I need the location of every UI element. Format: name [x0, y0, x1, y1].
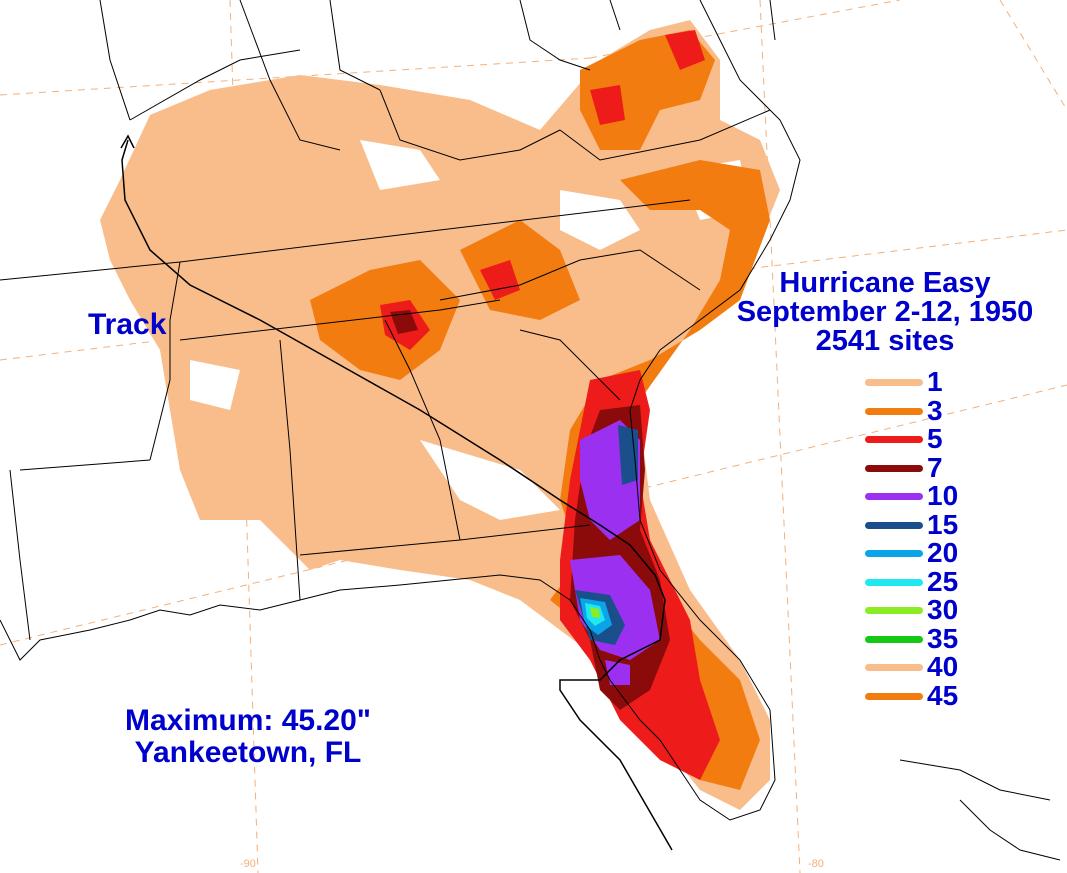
state-line [299, 524, 591, 556]
legend-item: 25 [865, 565, 985, 597]
rainfall-3in [460, 220, 580, 320]
legend-item: 10 [865, 480, 985, 511]
state-line [559, 109, 771, 161]
legend-label: 20 [927, 537, 959, 568]
legend-label: 25 [927, 565, 959, 597]
state-line [769, 0, 776, 41]
map-title-sites: 2541 sites [815, 325, 955, 357]
map-title-dates: September 2-12, 1950 [736, 296, 1034, 328]
legend-item: 1 [865, 366, 985, 397]
legend-swatch [865, 493, 923, 500]
legend-swatch [865, 464, 923, 472]
legend-swatch [865, 407, 923, 415]
rainfall-gap [190, 360, 240, 410]
legend-label: 3 [927, 394, 943, 426]
legend-label: 35 [927, 622, 959, 654]
state-line [379, 89, 561, 161]
state-line [519, 0, 591, 71]
rainfall-gap [420, 440, 560, 520]
legend-swatch [865, 379, 923, 386]
legend-item: 7 [865, 451, 985, 483]
rainfall-gap [360, 140, 440, 190]
legend-swatch [865, 692, 923, 700]
legend-item: 5 [865, 423, 985, 454]
state-line [129, 49, 301, 121]
state-line [609, 0, 621, 31]
legend-label: 1 [927, 366, 943, 397]
state-line [0, 199, 691, 281]
island-outline [959, 799, 1061, 861]
state-line [239, 0, 341, 151]
legend-item: 30 [865, 594, 985, 625]
longitude-label: -90 [240, 858, 256, 870]
rainfall-5in [590, 85, 625, 125]
legend-item: 45 [865, 679, 985, 711]
state-line [329, 0, 381, 91]
legend-item: 35 [865, 622, 985, 654]
state-line [179, 299, 501, 341]
maximum-location: Yankeetown, FL [134, 736, 362, 769]
state-line [519, 329, 621, 401]
legend-swatch [865, 436, 923, 443]
track-arrowhead [120, 134, 135, 149]
island-outline [899, 759, 1051, 801]
legend-swatch [865, 664, 923, 671]
legend-label: 40 [927, 651, 959, 682]
legend-item: 15 [865, 508, 985, 540]
legend-swatch [865, 578, 923, 586]
state-line [384, 319, 461, 541]
state-line [439, 249, 701, 301]
map-title-storm: Hurricane Easy [779, 267, 991, 299]
legend-label: 5 [927, 423, 943, 454]
state-line [9, 469, 31, 641]
state-line [19, 459, 151, 471]
rainfall-7in [390, 310, 418, 334]
gulf-coastline [0, 574, 601, 661]
legend-swatch [865, 521, 923, 529]
rainfall-gap [560, 190, 640, 250]
track-line [121, 139, 673, 851]
legend-label: 30 [927, 594, 959, 625]
rainfall-5in [665, 30, 705, 70]
atlantic-coastline [599, 0, 801, 821]
rainfall-contours [100, 20, 780, 810]
rainfall-5in [480, 260, 520, 300]
legend-label: 15 [927, 508, 959, 540]
legend-swatch [865, 635, 923, 643]
legend-swatch [865, 550, 923, 557]
legend-item: 40 [865, 651, 985, 682]
hurricane-track [120, 134, 673, 851]
legend-item: 3 [865, 394, 985, 426]
rainfall-10in [605, 660, 630, 685]
rainfall-30in [590, 607, 600, 618]
legend-item: 20 [865, 537, 985, 568]
state-line [149, 261, 181, 461]
maximum-value: Maximum: 45.20" [125, 704, 371, 737]
legend-label: 7 [927, 451, 943, 483]
track-label: Track [88, 308, 167, 341]
state-line [99, 0, 131, 121]
legend-label: 45 [927, 679, 959, 711]
state-line [279, 339, 301, 601]
legend-label: 10 [927, 480, 959, 511]
longitude-label: -80 [808, 858, 824, 870]
legend-swatch [865, 607, 923, 614]
